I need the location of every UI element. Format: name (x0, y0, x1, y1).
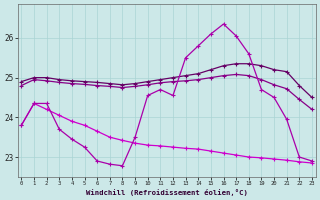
X-axis label: Windchill (Refroidissement éolien,°C): Windchill (Refroidissement éolien,°C) (86, 189, 248, 196)
